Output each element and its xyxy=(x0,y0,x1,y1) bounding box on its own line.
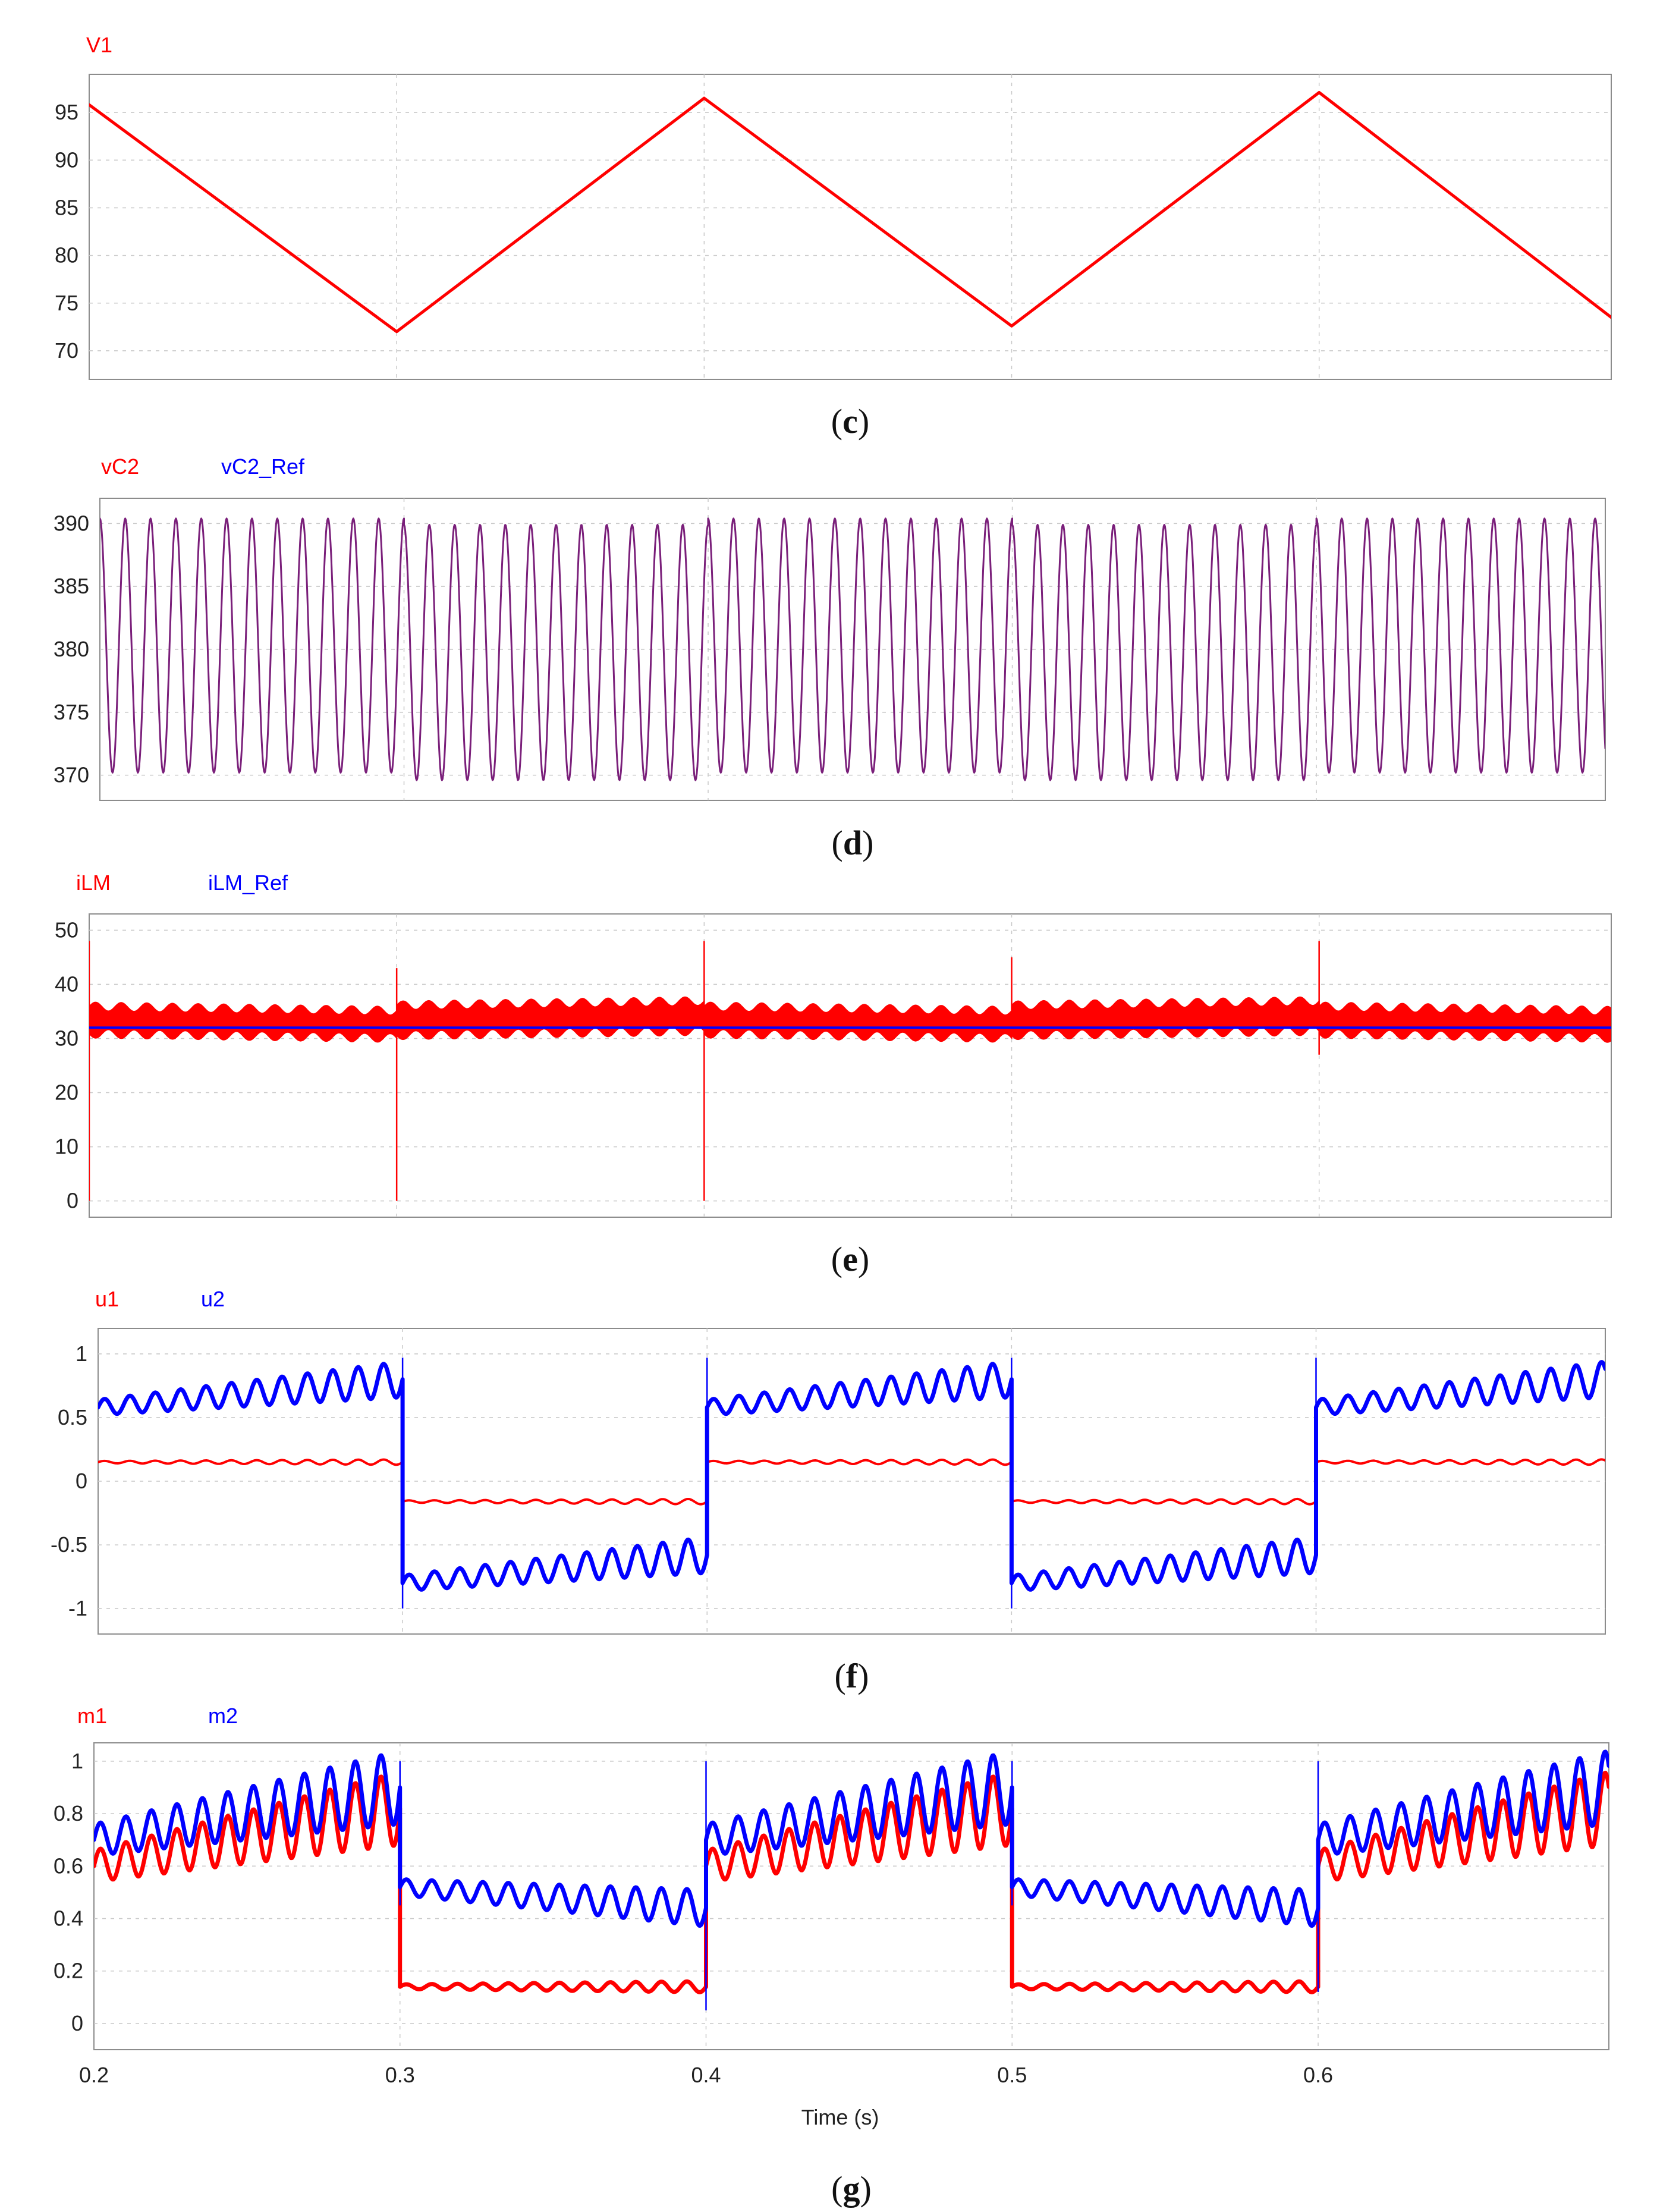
caption-letter: g xyxy=(843,2169,860,2208)
legend-vC2_Ref: vC2_Ref xyxy=(221,454,305,479)
series-m1 xyxy=(94,1770,1609,1994)
y-tick-label: 70 xyxy=(55,338,78,363)
caption-letter: f xyxy=(846,1657,858,1695)
x-tick-label: 0.6 xyxy=(1303,2063,1333,2087)
series-iLM-band xyxy=(1318,1001,1611,1043)
caption-paren-open: ( xyxy=(831,402,842,441)
y-tick-label: 1 xyxy=(71,1749,83,1773)
y-tick-label: 10 xyxy=(55,1135,78,1159)
chart-panel-d: 370 375 380 385 390 vC2 vC2_Ref (d) xyxy=(54,454,1606,862)
x-tick-label: 0.3 xyxy=(385,2063,415,2087)
caption-letter: d xyxy=(843,824,862,862)
caption-d: (d) xyxy=(832,824,874,862)
caption-c: (c) xyxy=(831,402,869,441)
caption-f: (f) xyxy=(835,1657,869,1695)
x-tick-label: 0.4 xyxy=(691,2063,721,2087)
y-tick-label: 0 xyxy=(76,1469,87,1493)
y-tick-label: 0.6 xyxy=(54,1853,83,1878)
traces-d xyxy=(100,517,1605,781)
y-tick-label: 390 xyxy=(54,511,89,535)
caption-g: (g) xyxy=(831,2169,872,2208)
y-tick-label: 90 xyxy=(55,147,78,172)
y-tick-label: 0.8 xyxy=(54,1801,83,1825)
y-tick-label: 20 xyxy=(55,1080,78,1105)
y-tick-label: 30 xyxy=(55,1026,78,1050)
plot-area-g xyxy=(93,1742,1609,2050)
y-tick-label: 75 xyxy=(55,291,78,315)
y-tick-label: -1 xyxy=(68,1596,87,1620)
plot-area-e xyxy=(89,913,1612,1218)
series-V1 xyxy=(89,91,1611,334)
caption-paren-close: ) xyxy=(860,2169,872,2208)
y-tick-label: 1 xyxy=(76,1341,87,1366)
legend-vC2: vC2 xyxy=(101,454,139,479)
y-tick-label: 0 xyxy=(67,1189,78,1213)
series-u2 xyxy=(98,1360,1605,1592)
x-axis-title: Time (s) xyxy=(801,2105,879,2129)
legend-V1: V1 xyxy=(86,33,112,57)
legend-iLM_Ref: iLM_Ref xyxy=(208,871,288,895)
y-tick-label: 385 xyxy=(54,574,89,598)
caption-paren-close: ) xyxy=(858,1240,869,1278)
chart-panel-c: 70 75 80 85 90 95 V1 (c) xyxy=(55,33,1612,441)
y-tick-label: -0.5 xyxy=(51,1532,87,1557)
caption-letter: c xyxy=(842,402,858,441)
series-m2 xyxy=(94,1749,1609,1928)
caption-paren-close: ) xyxy=(858,402,869,441)
y-tick-label: 0.5 xyxy=(58,1405,87,1429)
legend-iLM: iLM xyxy=(76,871,111,895)
x-tick-label: 0.5 xyxy=(997,2063,1027,2087)
x-tick-label: 0.2 xyxy=(79,2063,109,2087)
chart-panel-e: 0 10 20 30 40 50 iLM iLM_Ref (e) xyxy=(55,871,1612,1278)
caption-paren-open: ( xyxy=(835,1657,846,1695)
chart-panel-g: 0 0.2 0.4 0.6 0.8 1 m1 m2 (g) 0.2 0.3 0.4 0.5 0.6 xyxy=(54,1704,1609,2208)
caption-paren-close: ) xyxy=(857,1657,869,1695)
traces-f xyxy=(98,1358,1605,1609)
y-tick-label: 50 xyxy=(55,918,78,942)
legend-u1: u1 xyxy=(95,1287,119,1311)
caption-paren-open: ( xyxy=(832,824,843,862)
legend-m1: m1 xyxy=(77,1704,107,1728)
caption-letter: e xyxy=(842,1240,858,1278)
y-tick-label: 0.4 xyxy=(54,1906,83,1930)
caption-paren-open: ( xyxy=(831,1240,842,1278)
plot-area-c xyxy=(89,74,1612,380)
caption-paren-open: ( xyxy=(831,2169,842,2208)
series-u1 xyxy=(98,1458,1605,1506)
y-tick-label: 95 xyxy=(55,100,78,124)
traces-e xyxy=(89,941,1611,1201)
y-tick-label: 80 xyxy=(55,243,78,268)
y-tick-label: 40 xyxy=(55,972,78,996)
y-tick-label: 0.2 xyxy=(54,1959,83,1983)
y-tick-label: 0 xyxy=(71,2011,83,2035)
y-tick-label: 375 xyxy=(54,700,89,724)
chart-panel-f: 1 0.5 0 -0.5 -1 u1 u2 (f) xyxy=(51,1287,1606,1695)
y-tick-label: 85 xyxy=(55,195,78,219)
traces-g xyxy=(94,1749,1609,2010)
caption-e: (e) xyxy=(831,1240,869,1278)
legend-m2: m2 xyxy=(208,1704,238,1728)
series-vC2-vC2-Ref xyxy=(100,517,1605,781)
legend-u2: u2 xyxy=(201,1287,225,1311)
traces-c xyxy=(89,91,1611,334)
y-tick-label: 380 xyxy=(54,637,89,661)
y-tick-label: 370 xyxy=(54,763,89,787)
caption-paren-close: ) xyxy=(862,824,873,862)
